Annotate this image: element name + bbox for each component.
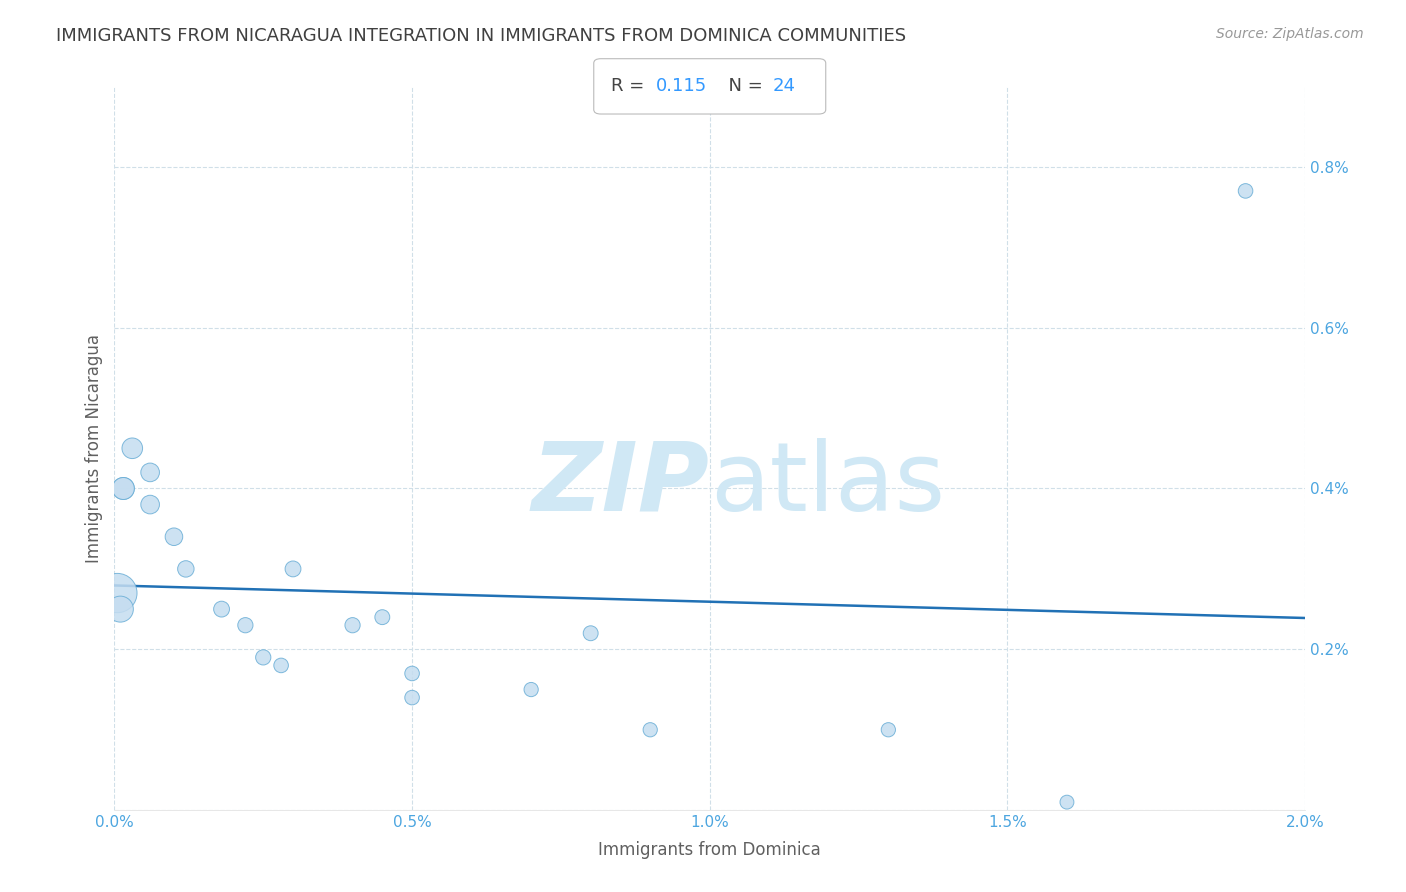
- Point: [252, 650, 274, 665]
- Point: [579, 626, 602, 640]
- Text: IMMIGRANTS FROM NICARAGUA INTEGRATION IN IMMIGRANTS FROM DOMINICA COMMUNITIES: IMMIGRANTS FROM NICARAGUA INTEGRATION IN…: [56, 27, 907, 45]
- Point: [1056, 795, 1078, 809]
- Point: [211, 602, 233, 616]
- Point: [342, 618, 364, 632]
- Point: [371, 610, 394, 624]
- Y-axis label: Immigrants from Nicaragua: Immigrants from Nicaragua: [86, 334, 103, 563]
- Point: [520, 682, 543, 697]
- Point: [270, 658, 292, 673]
- Text: Source: ZipAtlas.com: Source: ZipAtlas.com: [1216, 27, 1364, 41]
- Point: [112, 482, 135, 496]
- Point: [139, 498, 162, 512]
- Point: [121, 442, 143, 456]
- Point: [401, 690, 423, 705]
- Point: [235, 618, 257, 632]
- Point: [401, 666, 423, 681]
- Text: ZIP: ZIP: [531, 438, 710, 531]
- Point: [105, 586, 128, 600]
- X-axis label: Immigrants from Dominica: Immigrants from Dominica: [599, 841, 821, 859]
- Point: [139, 466, 162, 480]
- Point: [1234, 184, 1257, 198]
- Point: [638, 723, 661, 737]
- Point: [110, 602, 132, 616]
- Text: N =: N =: [717, 78, 768, 95]
- Point: [163, 530, 186, 544]
- Text: atlas: atlas: [710, 438, 945, 531]
- Text: 24: 24: [773, 78, 796, 95]
- Point: [281, 562, 304, 576]
- Point: [877, 723, 900, 737]
- Text: 0.115: 0.115: [657, 78, 707, 95]
- Text: R =: R =: [612, 78, 651, 95]
- Point: [174, 562, 197, 576]
- Point: [112, 482, 135, 496]
